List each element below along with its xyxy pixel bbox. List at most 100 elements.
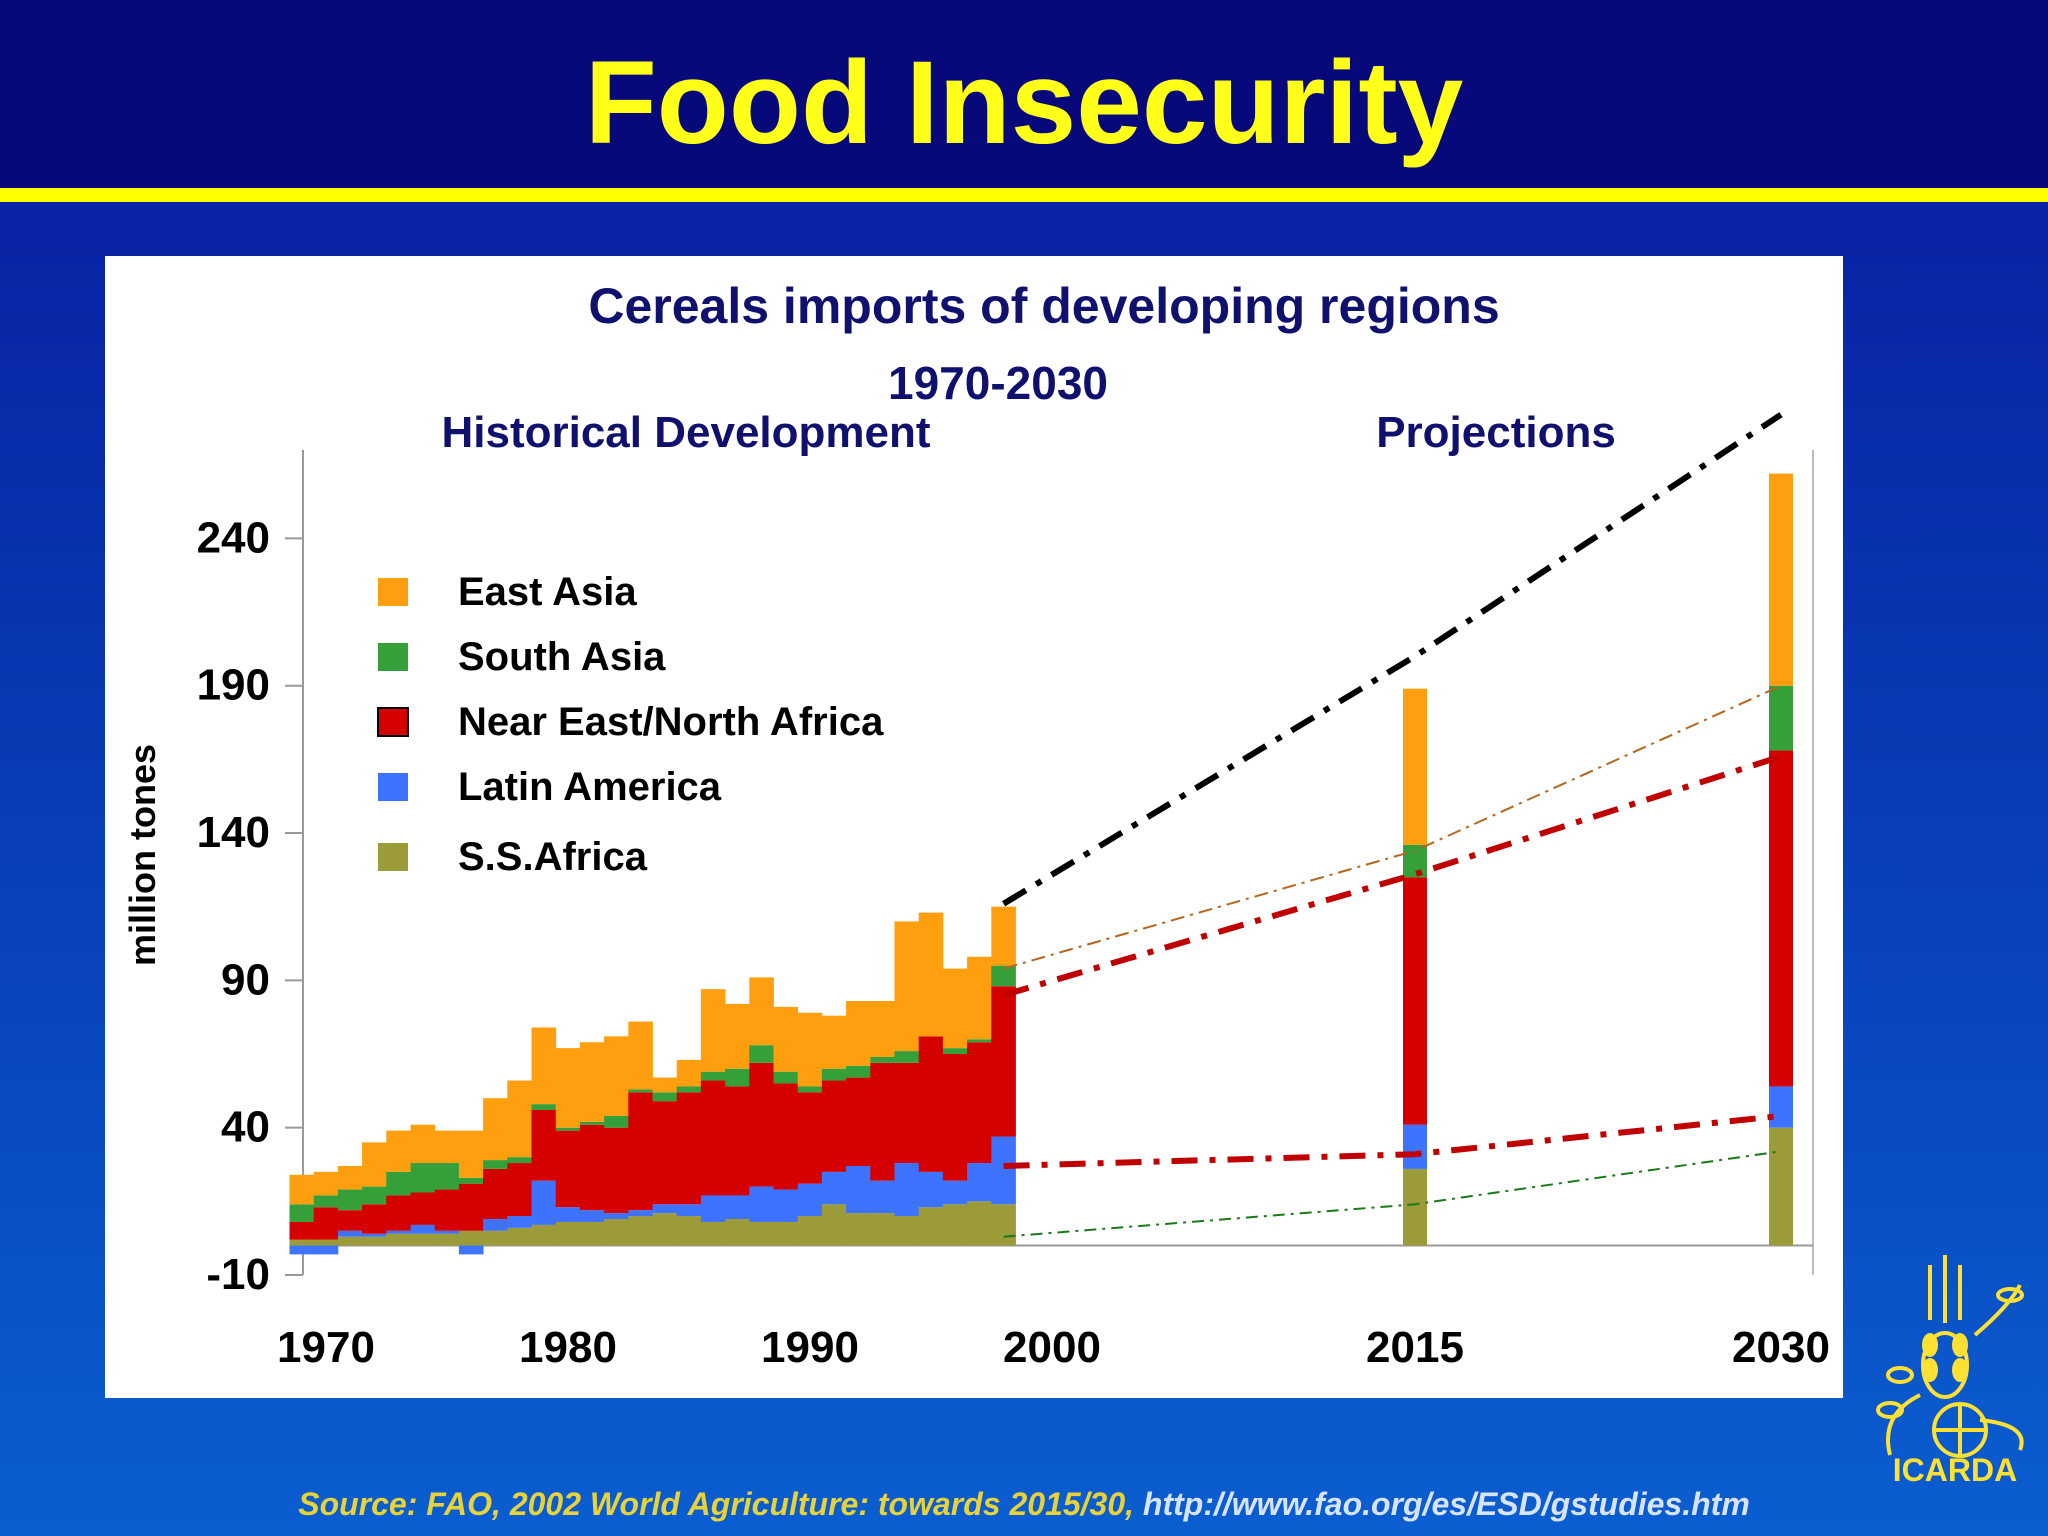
bar-segment — [386, 1130, 411, 1172]
bar-segment — [337, 1189, 363, 1211]
bar-segment — [700, 1221, 726, 1246]
bar-segment — [870, 1000, 895, 1057]
bar-segment — [604, 1219, 629, 1246]
bar-segment — [773, 1071, 799, 1084]
bar-segment — [386, 1233, 411, 1246]
projection-line — [1002, 412, 1783, 907]
legend-swatch — [378, 773, 408, 801]
bar-segment — [604, 1036, 629, 1116]
legend-label: S.S.Africa — [458, 835, 648, 879]
bar-segment — [289, 1239, 315, 1246]
legend-swatch — [377, 707, 409, 737]
bar-segment — [1769, 1127, 1793, 1246]
y-tick-label: 190 — [197, 661, 270, 710]
bar-segment — [725, 1068, 750, 1087]
source-link[interactable]: http://www.fao.org/es/ESD/gstudies.htm — [1142, 1486, 1750, 1522]
bar-segment — [410, 1233, 436, 1246]
bar-segment — [846, 1165, 871, 1214]
bar-segment — [555, 1221, 581, 1246]
bar-segment — [652, 1092, 678, 1102]
bar-segment — [555, 1130, 581, 1208]
slide-title: Food Insecurity — [584, 37, 1464, 169]
bar-segment — [821, 1171, 847, 1205]
bar-segment — [846, 1065, 871, 1078]
bar-segment — [313, 1245, 339, 1255]
legend-label: Latin America — [458, 765, 722, 809]
section-label-historical: Historical Development — [441, 408, 930, 457]
legend-swatch — [378, 843, 408, 871]
bar-segment — [918, 1171, 944, 1208]
legend-swatch — [378, 643, 408, 671]
bar-segment — [700, 1080, 726, 1196]
bar-segment — [604, 1127, 629, 1214]
bar-segment — [870, 1213, 895, 1246]
bar-segment — [555, 1207, 581, 1222]
bar-segment — [1769, 685, 1793, 751]
bar-segment — [773, 1006, 799, 1072]
bar-segment — [967, 1201, 992, 1246]
bar-segment — [289, 1174, 315, 1205]
bar-segment — [313, 1171, 339, 1196]
chart-subtitle: 1970-2030 — [888, 357, 1108, 409]
bar-segment — [410, 1124, 436, 1164]
bar-segment — [821, 1068, 847, 1081]
legend-label: East Asia — [458, 570, 637, 614]
bar-segment — [337, 1210, 363, 1231]
bar-segment — [846, 1213, 871, 1246]
bar-segment — [749, 977, 774, 1046]
bar-stacks — [289, 473, 1793, 1255]
bar-segment — [918, 1036, 944, 1172]
bar-segment — [337, 1165, 363, 1190]
bar-segment — [410, 1224, 436, 1234]
y-tick-label: 240 — [197, 513, 270, 562]
bar-segment — [507, 1227, 532, 1246]
bar-segment — [991, 986, 1016, 1137]
bar-segment — [725, 1086, 750, 1196]
bar-segment — [434, 1163, 460, 1190]
x-tick-label: 1980 — [519, 1323, 617, 1372]
bar-segment — [458, 1183, 484, 1231]
chart-axes: -10 40 90 140 190 240 1970 1980 1990 2000 2015 2030 — [197, 450, 1830, 1372]
bar-segment — [749, 1221, 774, 1246]
bar-segment — [894, 1163, 920, 1217]
bar-segment — [991, 1136, 1016, 1205]
y-tick-label: 140 — [197, 808, 270, 857]
bar-segment — [579, 1121, 605, 1125]
bar-segment — [725, 1219, 750, 1246]
projection-line — [1002, 753, 1782, 998]
bar-segment — [579, 1042, 605, 1122]
bar-segment — [676, 1204, 702, 1217]
bar-segment — [362, 1233, 387, 1237]
bar-segment — [700, 1195, 726, 1222]
bar-segment — [967, 1039, 992, 1043]
bar-segment — [628, 1021, 653, 1090]
bar-segment — [434, 1233, 460, 1246]
bar-segment — [458, 1130, 484, 1178]
bar-segment — [386, 1195, 411, 1231]
bar-segment — [289, 1245, 315, 1255]
bar-segment — [725, 1003, 750, 1069]
projection-line — [1003, 684, 1782, 970]
bar-segment — [386, 1171, 411, 1196]
bar-segment — [894, 1062, 920, 1164]
x-tick-label: 2015 — [1366, 1323, 1464, 1372]
bar-segment — [652, 1077, 678, 1093]
projection-line — [1003, 1112, 1782, 1169]
bar-segment — [507, 1157, 532, 1164]
bar-segment — [507, 1080, 532, 1158]
bar-segment — [1769, 750, 1793, 1087]
bar-segment — [531, 1180, 557, 1225]
y-tick-label: 90 — [221, 955, 270, 1004]
projection-line — [1003, 1150, 1782, 1238]
bar-segment — [967, 1042, 992, 1164]
bar-segment — [894, 1051, 920, 1063]
bar-segment — [797, 1216, 823, 1246]
bar-segment — [846, 1000, 871, 1066]
bar-segment — [1403, 1124, 1427, 1169]
bar-segment — [337, 1230, 363, 1237]
bar-segment — [434, 1130, 460, 1164]
bar-segment — [604, 1213, 629, 1220]
bar-segment — [410, 1192, 436, 1225]
bar-segment — [918, 912, 944, 1037]
bar-segment — [773, 1083, 799, 1190]
